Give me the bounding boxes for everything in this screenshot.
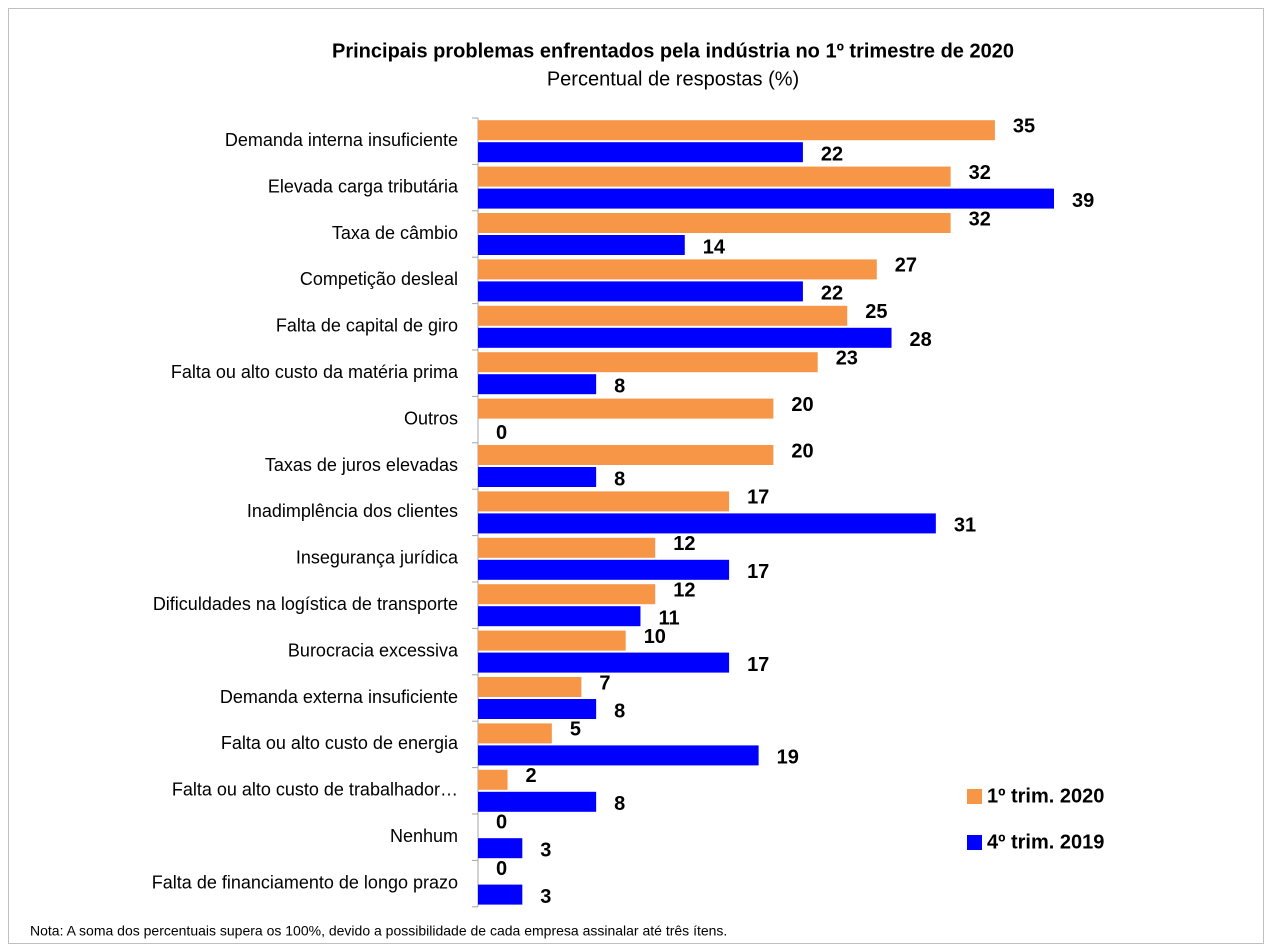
bar xyxy=(478,513,936,534)
value-label: 0 xyxy=(496,811,507,833)
value-label: 20 xyxy=(791,440,813,462)
value-label: 14 xyxy=(703,236,726,258)
category-label: Falta de financiamento de longo prazo xyxy=(152,872,458,892)
value-label: 0 xyxy=(496,422,507,444)
chart-frame xyxy=(8,8,1264,944)
value-label: 22 xyxy=(821,143,843,165)
value-label: 2 xyxy=(526,765,537,787)
value-label: 7 xyxy=(599,672,610,694)
bar xyxy=(478,327,892,348)
category-label: Outros xyxy=(404,408,458,428)
legend-label: 4º trim. 2019 xyxy=(987,831,1104,853)
value-label: 3 xyxy=(540,886,551,908)
value-label: 8 xyxy=(614,700,625,722)
value-label: 5 xyxy=(570,719,581,741)
bar xyxy=(478,791,597,812)
bar xyxy=(478,723,552,744)
category-label: Falta ou alto custo de energia xyxy=(221,733,459,753)
category-label: Taxa de câmbio xyxy=(332,223,458,243)
value-label: 20 xyxy=(791,394,813,416)
value-label: 19 xyxy=(777,747,799,769)
bar xyxy=(478,838,523,859)
category-label: Falta de capital de giro xyxy=(276,316,458,336)
category-label: Inadimplência dos clientes xyxy=(247,501,458,521)
bar xyxy=(478,281,803,302)
note: Nota: A soma dos percentuais supera os 1… xyxy=(30,923,727,939)
legend-swatch xyxy=(967,789,982,804)
category-label: Elevada carga tributária xyxy=(268,176,459,196)
bar xyxy=(478,467,597,487)
bar xyxy=(478,769,508,790)
category-label: Falta ou alto custo da matéria prima xyxy=(171,362,459,382)
value-label: 11 xyxy=(658,607,679,629)
value-label: 17 xyxy=(747,561,769,583)
bar xyxy=(478,559,730,580)
bar xyxy=(478,213,951,233)
bar xyxy=(478,699,597,719)
value-label: 28 xyxy=(910,329,932,351)
value-label: 23 xyxy=(836,347,858,369)
value-label: 22 xyxy=(821,283,843,305)
bar xyxy=(478,166,951,187)
bar xyxy=(478,398,774,419)
value-label: 12 xyxy=(673,579,695,601)
value-label: 25 xyxy=(865,301,887,323)
category-label: Competição desleal xyxy=(300,269,458,289)
bar xyxy=(478,677,582,697)
value-label: 35 xyxy=(1013,115,1035,137)
value-label: 10 xyxy=(644,626,666,648)
bar xyxy=(478,537,656,558)
value-label: 3 xyxy=(540,839,551,861)
bar xyxy=(478,235,685,255)
bar xyxy=(478,745,759,766)
value-label: 8 xyxy=(614,793,625,815)
category-label: Falta ou alto custo de trabalhador… xyxy=(172,780,458,800)
category-label: Demanda externa insuficiente xyxy=(220,687,458,707)
value-label: 8 xyxy=(614,468,625,490)
bar xyxy=(478,374,597,395)
bar xyxy=(478,259,877,280)
category-label: Insegurança jurídica xyxy=(296,548,459,568)
legend-label: 1º trim. 2020 xyxy=(987,785,1104,807)
bar xyxy=(478,142,803,163)
bar xyxy=(478,352,818,373)
category-label: Demanda interna insuficiente xyxy=(225,130,458,150)
bar xyxy=(478,188,1054,209)
bar xyxy=(478,884,523,905)
bar xyxy=(478,445,774,465)
value-label: 27 xyxy=(895,255,917,277)
value-label: 17 xyxy=(747,487,769,509)
value-label: 0 xyxy=(496,858,507,880)
value-label: 39 xyxy=(1072,190,1094,212)
category-label: Dificuldades na logística de transporte xyxy=(153,594,458,614)
bar xyxy=(478,584,656,605)
value-label: 31 xyxy=(954,515,976,537)
value-label: 32 xyxy=(969,162,991,184)
chart-title: Principais problemas enfrentados pela in… xyxy=(332,40,1014,62)
category-label: Nenhum xyxy=(390,826,458,846)
bar xyxy=(478,630,626,651)
category-label: Taxas de juros elevadas xyxy=(265,455,458,475)
bar xyxy=(478,120,995,141)
bar xyxy=(478,491,730,512)
value-label: 17 xyxy=(747,654,769,676)
bar xyxy=(478,652,730,673)
value-label: 12 xyxy=(673,533,695,555)
bar xyxy=(478,606,641,627)
category-label: Burocracia excessiva xyxy=(288,640,459,660)
chart-subtitle: Percentual de respostas (%) xyxy=(547,68,799,90)
bar xyxy=(478,305,848,326)
value-label: 32 xyxy=(969,208,991,230)
value-label: 8 xyxy=(614,375,625,397)
legend-swatch xyxy=(967,835,982,850)
